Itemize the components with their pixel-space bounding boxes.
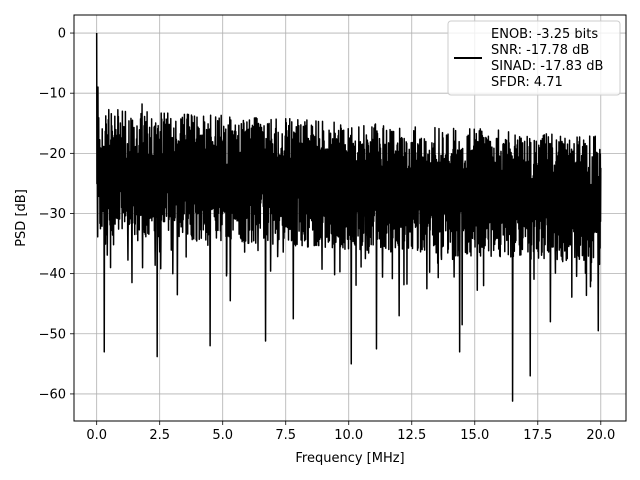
legend-line-sinad: SINAD: -17.83 dB	[491, 59, 603, 74]
x-tick-label: 10.0	[334, 428, 363, 443]
y-tick-label: −10	[39, 87, 66, 102]
y-tick-label: −50	[39, 327, 66, 342]
legend-line-sfdr: SFDR: 4.71	[491, 75, 563, 90]
x-tick-label: 15.0	[460, 428, 489, 443]
x-tick-label: 0.0	[86, 428, 107, 443]
x-tick-label: 2.5	[149, 428, 170, 443]
plot-frame	[73, 14, 627, 422]
x-tick-label: 12.5	[397, 428, 426, 443]
x-tick-label: 7.5	[275, 428, 296, 443]
y-tick-label: −60	[39, 387, 66, 402]
legend-line-snr: SNR: -17.78 dB	[491, 43, 589, 58]
x-tick-label: 20.0	[586, 428, 615, 443]
x-axis-label: Frequency [MHz]	[295, 451, 404, 466]
y-tick-label: −40	[39, 267, 66, 282]
y-axis-label: PSD [dB]	[14, 189, 29, 247]
y-tick-label: −20	[39, 147, 66, 162]
x-tick-label: 17.5	[523, 428, 552, 443]
legend-box	[447, 20, 621, 96]
x-tick-label: 5.0	[212, 428, 233, 443]
psd-line	[95, 33, 602, 402]
legend: ENOB: -3.25 bits SNR: -17.78 dB SINAD: -…	[447, 20, 621, 96]
legend-line-enob: ENOB: -3.25 bits	[491, 27, 598, 42]
series-layer	[95, 33, 602, 402]
ticks: 0.0 2.5 5.0 7.5 10.0 12.5 15.0 17.5 20.0 0 −10 −20 −…	[39, 27, 616, 443]
y-tick-label: −30	[39, 207, 66, 222]
y-tick-label: 0	[58, 27, 66, 42]
legend-text: ENOB: -3.25 bits SNR: -17.78 dB SINAD: -…	[491, 27, 608, 90]
